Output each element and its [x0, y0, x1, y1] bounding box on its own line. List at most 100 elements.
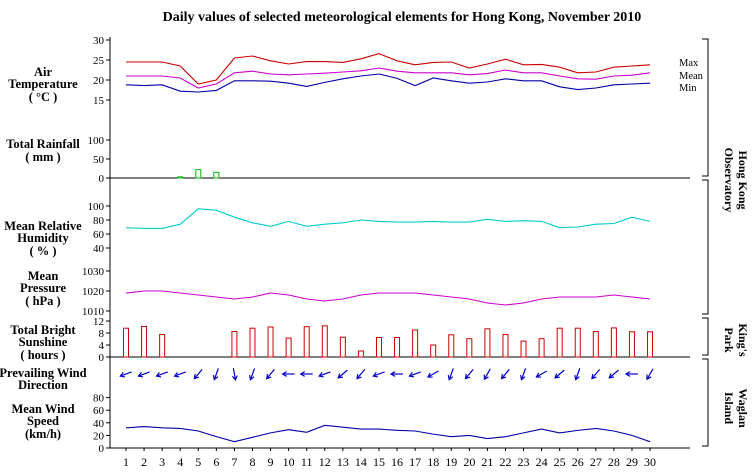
wind-arrow-head-5 — [193, 373, 200, 380]
mean_wind_speed-label-line-3: (km/h) — [25, 427, 61, 441]
total_bright_sunshine-bar-day-9 — [267, 326, 274, 358]
station-bracket-line-3 — [702, 317, 709, 356]
mean_wind_speed-label-line-2: Speed — [27, 414, 59, 428]
axes-layer — [106, 37, 690, 451]
x-tick-label-30: 30 — [644, 455, 656, 469]
x-tick-label-21: 21 — [481, 455, 493, 469]
total_bright_sunshine-bar-day-19 — [448, 334, 455, 358]
air_temperature-series-label-min: Min — [679, 83, 697, 94]
wind-arrow-shaft-24 — [536, 370, 548, 378]
air_temperature-line-min — [125, 73, 651, 93]
wind-arrow-day-12 — [318, 371, 331, 378]
x-tick-label-8: 8 — [249, 455, 255, 469]
wind-arrow-head-3 — [155, 372, 162, 378]
wind-arrow-shaft-1 — [120, 371, 132, 377]
total_bright_sunshine-bar-day-3 — [159, 334, 166, 358]
wind-arrow-shaft-27 — [591, 369, 601, 379]
wind-arrow-day-5 — [193, 369, 203, 380]
wind-arrow-head-1 — [119, 372, 126, 378]
wind-arrow-head-21 — [483, 374, 489, 381]
x-tick-label-15: 15 — [373, 455, 385, 469]
wind-arrow-day-28 — [608, 369, 619, 379]
wind-arrow-head-10 — [281, 371, 287, 377]
wind-arrow-head-15 — [372, 372, 379, 378]
total_bright_sunshine-bar-day-2 — [141, 325, 148, 358]
air_temperature-line-max — [126, 53, 651, 85]
wind-arrow-day-8 — [248, 368, 256, 381]
marks-layer — [119, 53, 654, 443]
total_bright_sunshine-bar-day-23 — [520, 340, 527, 358]
total_bright_sunshine-bar-day-29 — [628, 331, 635, 358]
total_bright_sunshine-bar-day-30 — [647, 331, 654, 358]
total_rainfall-y-tick-label-100: 100 — [88, 135, 105, 147]
air_temperature-label-line-2: Temperature — [8, 77, 78, 91]
wind-arrow-shaft-9 — [266, 369, 275, 379]
wind-arrow-day-13 — [337, 369, 348, 379]
air_temperature-label-line-3: ( °C ) — [29, 90, 58, 104]
wind-arrow-day-29 — [624, 371, 638, 377]
air_temperature-label-line-1: Air — [34, 65, 53, 79]
x-tick-label-9: 9 — [268, 455, 274, 469]
total_bright_sunshine-bar-day-16 — [394, 337, 401, 358]
station-label-1-line-1: Hong Kong — [736, 150, 750, 209]
wind-arrow-day-22 — [500, 369, 510, 380]
mean_wind_speed-y-tick-label-20: 20 — [93, 430, 105, 442]
mean_wind_speed-label-line-1: Mean Wind — [11, 402, 74, 416]
x-tick-label-1: 1 — [123, 455, 129, 469]
total_rainfall-bar-day-6 — [213, 171, 220, 179]
total_bright_sunshine-y-tick-label-8: 8 — [99, 328, 105, 340]
wind-arrow-head-16 — [389, 371, 396, 377]
wind-arrow-head-2 — [137, 372, 144, 378]
total_bright_sunshine-bar-day-18 — [430, 344, 437, 358]
prevailing_wind_direction-label-line-2: Direction — [18, 378, 68, 392]
wind-arrow-shaft-4 — [174, 371, 187, 377]
x-tick-label-23: 23 — [518, 455, 530, 469]
wind-arrow-day-21 — [483, 368, 491, 381]
mean_pressure-y-tick-label-1030: 1030 — [82, 266, 105, 278]
wind-arrow-head-28 — [608, 373, 614, 379]
station-bracket-4 — [702, 358, 709, 447]
wind-arrow-day-9 — [265, 369, 275, 380]
total_bright_sunshine-bar-day-1 — [123, 327, 129, 358]
x-tick-label-18: 18 — [427, 455, 439, 469]
wind-arrow-head-18 — [426, 372, 433, 378]
wind-arrow-head-12 — [318, 372, 324, 378]
wind-arrow-shaft-5 — [193, 369, 203, 379]
station-bracket-3 — [702, 317, 709, 356]
air_temperature-y-tick-label-15: 15 — [93, 95, 105, 107]
wind-arrow-shaft-13 — [337, 369, 348, 379]
total_bright_sunshine-label-line-2: Sunshine — [19, 335, 68, 349]
wind-arrow-day-16 — [389, 371, 404, 377]
total_bright_sunshine-bar-day-21 — [484, 328, 491, 358]
mean_relative_humidity-y-tick-label-40: 40 — [93, 243, 105, 255]
wind-arrow-shaft-25 — [554, 369, 565, 379]
mean_relative_humidity-label-line-1: Mean Relative — [4, 219, 82, 233]
x-tick-label-6: 6 — [213, 455, 219, 469]
total_bright_sunshine-bar-day-13 — [339, 336, 346, 358]
x-tick-label-14: 14 — [355, 455, 367, 469]
mean_relative_humidity-y-tick-label-100: 100 — [88, 201, 105, 213]
labels-layer: 1 2 3 4 5 6 7 8 9 10 11 12 13 14 15 16 17 18 19 20 21 22 23 24 2… — [0, 35, 704, 469]
x-tick-label-28: 28 — [608, 455, 620, 469]
wind-arrow-shaft-30 — [646, 368, 654, 380]
mean_pressure-line-series — [125, 290, 651, 306]
x-tick-label-19: 19 — [445, 455, 457, 469]
mean_wind_speed-line-series — [125, 424, 651, 443]
wind-arrow-day-4 — [173, 371, 187, 378]
x-tick-label-5: 5 — [195, 455, 201, 469]
wind-arrow-day-1 — [119, 371, 132, 378]
total_bright_sunshine-y-tick-label-0: 0 — [99, 352, 105, 364]
wind-arrow-day-6 — [212, 368, 219, 381]
air_temperature-line-mean — [126, 67, 651, 89]
wind-arrow-day-7 — [231, 367, 238, 382]
wind-arrow-head-4 — [173, 372, 180, 378]
wind-arrow-day-30 — [646, 368, 654, 381]
air_temperature-y-tick-label-20: 20 — [93, 75, 105, 87]
x-tick-label-3: 3 — [159, 455, 165, 469]
wind-arrow-day-10 — [281, 371, 295, 377]
mean_relative_humidity-label-line-2: Humidity — [17, 231, 69, 245]
mean_relative_humidity-label-line-3: ( % ) — [29, 244, 56, 258]
wind-arrow-shaft-21 — [483, 368, 491, 380]
total_bright_sunshine-bar-day-10 — [285, 337, 292, 358]
